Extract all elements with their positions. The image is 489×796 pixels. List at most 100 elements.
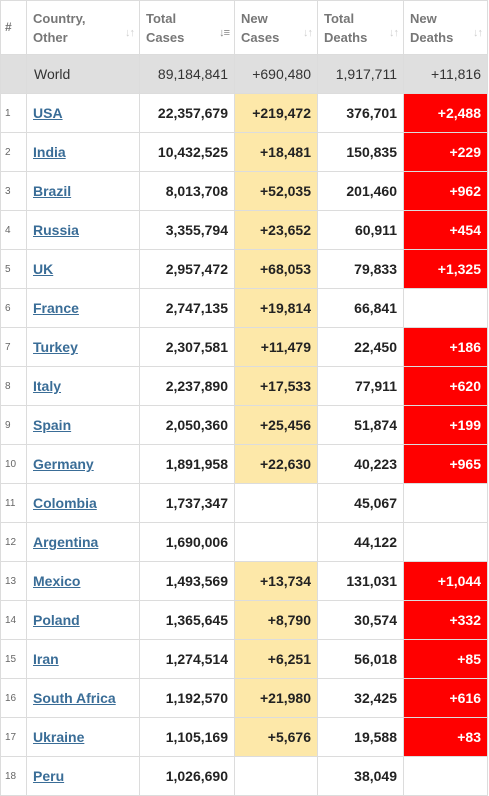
- sort-icon[interactable]: ↓↑: [125, 27, 135, 39]
- country-cell: India: [26, 132, 140, 172]
- world-row: World 89,184,841 +690,480 1,917,711 +11,…: [0, 54, 488, 94]
- rank-cell: 11: [0, 483, 27, 523]
- rank-cell: 3: [0, 171, 27, 211]
- total-deaths-cell: 201,460: [317, 171, 404, 211]
- total-deaths-cell: 60,911: [317, 210, 404, 250]
- total-deaths-cell: 56,018: [317, 639, 404, 679]
- table-row: 3 Brazil 8,013,708 +52,035 201,460 +962: [0, 171, 488, 211]
- table-row: 7 Turkey 2,307,581 +11,479 22,450 +186: [0, 327, 488, 367]
- total-cases-cell: 1,026,690: [139, 756, 235, 796]
- rank-cell: 9: [0, 405, 27, 445]
- country-link[interactable]: Iran: [33, 651, 59, 667]
- sort-icon[interactable]: ↓↑: [389, 27, 399, 39]
- header-new-cases[interactable]: New Cases ↓↑: [234, 0, 318, 55]
- new-cases-cell: +6,251: [234, 639, 318, 679]
- rank-cell: 15: [0, 639, 27, 679]
- new-deaths-cell: +1,044: [403, 561, 488, 601]
- new-deaths-cell: [403, 522, 488, 562]
- table-row: 15 Iran 1,274,514 +6,251 56,018 +85: [0, 639, 488, 679]
- total-deaths-cell: 32,425: [317, 678, 404, 718]
- country-link[interactable]: Argentina: [33, 534, 99, 550]
- new-cases-cell: +25,456: [234, 405, 318, 445]
- sort-icon[interactable]: ↓↑: [473, 27, 483, 39]
- country-link[interactable]: Poland: [33, 612, 80, 628]
- header-new-deaths[interactable]: New Deaths ↓↑: [403, 0, 488, 55]
- country-link[interactable]: Spain: [33, 417, 72, 433]
- new-cases-cell: +18,481: [234, 132, 318, 172]
- rank-cell: 18: [0, 756, 27, 796]
- country-link[interactable]: Turkey: [33, 339, 78, 355]
- world-rank: [0, 54, 27, 94]
- total-cases-cell: 10,432,525: [139, 132, 235, 172]
- world-new-deaths: +11,816: [403, 54, 488, 94]
- total-cases-cell: 1,891,958: [139, 444, 235, 484]
- new-cases-cell: [234, 483, 318, 523]
- country-link[interactable]: India: [33, 144, 66, 160]
- new-deaths-cell: +1,325: [403, 249, 488, 289]
- country-cell: France: [26, 288, 140, 328]
- new-deaths-cell: +332: [403, 600, 488, 640]
- country-link[interactable]: Germany: [33, 456, 94, 472]
- header-total-deaths[interactable]: Total Deaths ↓↑: [317, 0, 404, 55]
- country-cell: USA: [26, 93, 140, 133]
- table-row: 8 Italy 2,237,890 +17,533 77,911 +620: [0, 366, 488, 406]
- country-link[interactable]: Colombia: [33, 495, 97, 511]
- world-new-cases: +690,480: [234, 54, 318, 94]
- table-row: 18 Peru 1,026,690 38,049: [0, 756, 488, 796]
- header-country[interactable]: Country, Other ↓↑: [26, 0, 140, 55]
- table-row: 13 Mexico 1,493,569 +13,734 131,031 +1,044: [0, 561, 488, 601]
- country-link[interactable]: France: [33, 300, 79, 316]
- country-link[interactable]: Peru: [33, 768, 65, 784]
- total-deaths-cell: 131,031: [317, 561, 404, 601]
- new-deaths-cell: +965: [403, 444, 488, 484]
- rank-cell: 8: [0, 366, 27, 406]
- country-cell: Spain: [26, 405, 140, 445]
- header-total-cases[interactable]: Total Cases ↓≡: [139, 0, 235, 55]
- country-link[interactable]: Mexico: [33, 573, 81, 589]
- rank-cell: 6: [0, 288, 27, 328]
- country-link[interactable]: Russia: [33, 222, 79, 238]
- table-row: 14 Poland 1,365,645 +8,790 30,574 +332: [0, 600, 488, 640]
- new-cases-cell: +52,035: [234, 171, 318, 211]
- total-cases-cell: 2,747,135: [139, 288, 235, 328]
- country-cell: Brazil: [26, 171, 140, 211]
- new-deaths-cell: +186: [403, 327, 488, 367]
- world-total-cases: 89,184,841: [139, 54, 235, 94]
- rank-cell: 17: [0, 717, 27, 757]
- country-link[interactable]: Brazil: [33, 183, 72, 199]
- total-cases-cell: 1,690,006: [139, 522, 235, 562]
- total-deaths-cell: 22,450: [317, 327, 404, 367]
- country-cell: Italy: [26, 366, 140, 406]
- country-cell: South Africa: [26, 678, 140, 718]
- new-deaths-cell: +962: [403, 171, 488, 211]
- total-cases-cell: 8,013,708: [139, 171, 235, 211]
- country-cell: Germany: [26, 444, 140, 484]
- country-cell: Iran: [26, 639, 140, 679]
- total-cases-cell: 1,274,514: [139, 639, 235, 679]
- new-cases-cell: +11,479: [234, 327, 318, 367]
- country-cell: Russia: [26, 210, 140, 250]
- total-cases-cell: 1,737,347: [139, 483, 235, 523]
- country-cell: Colombia: [26, 483, 140, 523]
- total-cases-cell: 1,105,169: [139, 717, 235, 757]
- country-cell: Turkey: [26, 327, 140, 367]
- new-deaths-cell: +83: [403, 717, 488, 757]
- rank-cell: 12: [0, 522, 27, 562]
- country-link[interactable]: Ukraine: [33, 729, 85, 745]
- country-link[interactable]: Italy: [33, 378, 62, 394]
- table-row: 10 Germany 1,891,958 +22,630 40,223 +965: [0, 444, 488, 484]
- country-link[interactable]: South Africa: [33, 690, 116, 706]
- country-cell: UK: [26, 249, 140, 289]
- total-deaths-cell: 38,049: [317, 756, 404, 796]
- sort-active-icon[interactable]: ↓≡: [219, 27, 230, 39]
- sort-icon[interactable]: ↓↑: [303, 27, 313, 39]
- world-total-deaths: 1,917,711: [317, 54, 404, 94]
- new-deaths-cell: +229: [403, 132, 488, 172]
- new-deaths-cell: +85: [403, 639, 488, 679]
- table-row: 17 Ukraine 1,105,169 +5,676 19,588 +83: [0, 717, 488, 757]
- header-rank[interactable]: #: [0, 0, 27, 55]
- new-cases-cell: +17,533: [234, 366, 318, 406]
- rank-cell: 2: [0, 132, 27, 172]
- country-link[interactable]: USA: [33, 105, 63, 121]
- country-link[interactable]: UK: [33, 261, 54, 277]
